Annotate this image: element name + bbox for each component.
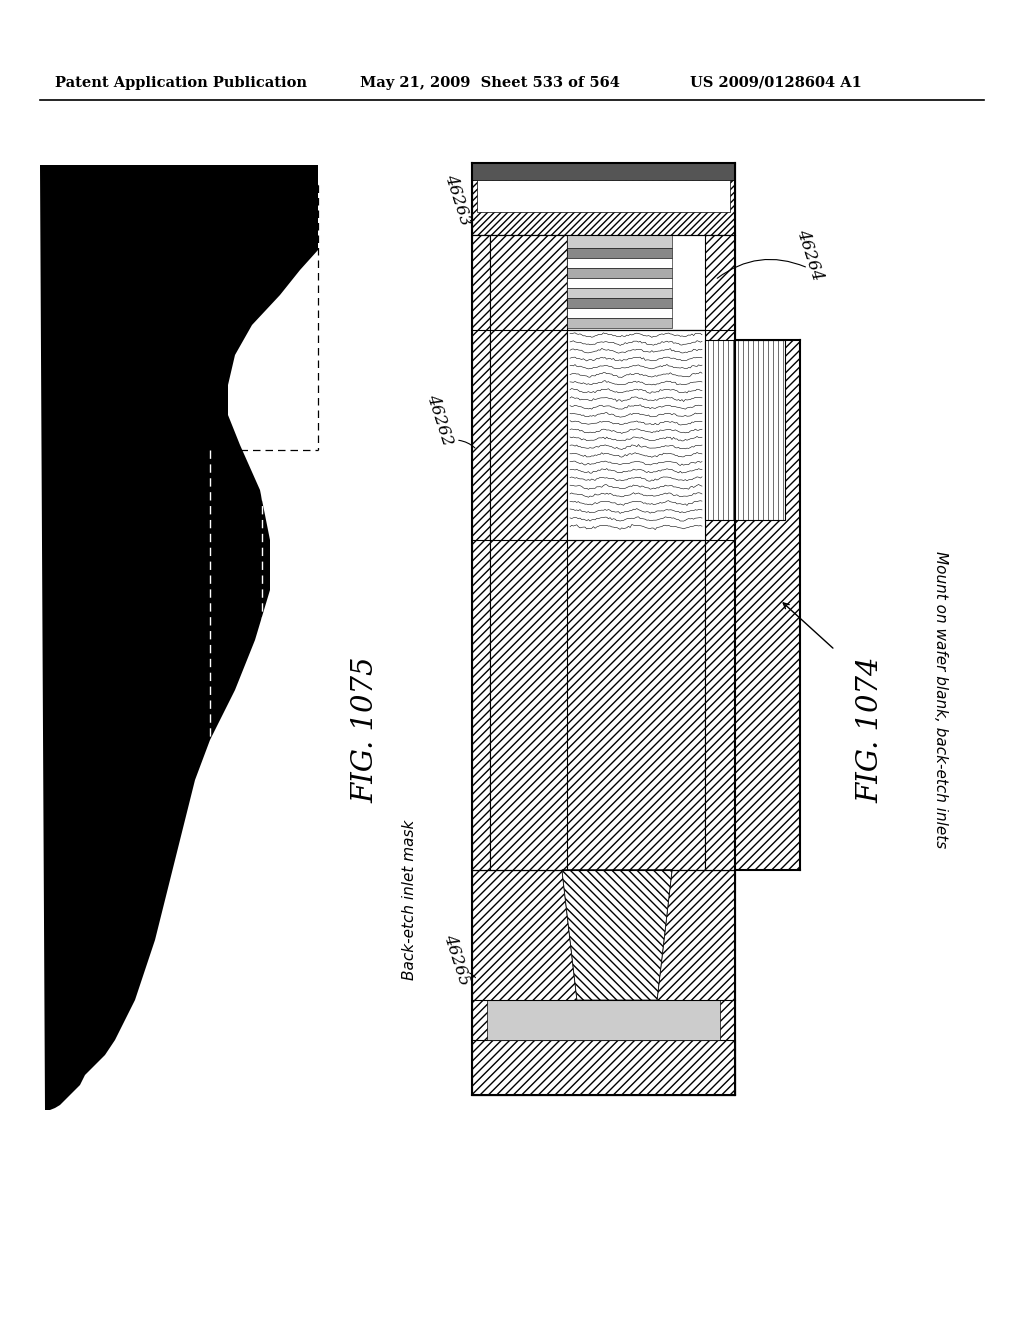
Bar bbox=[487, 1001, 720, 1040]
Bar bbox=[567, 268, 672, 279]
Bar bbox=[472, 162, 735, 235]
Bar bbox=[472, 162, 735, 180]
Bar bbox=[567, 318, 672, 327]
Text: 46265: 46265 bbox=[440, 932, 473, 987]
Bar bbox=[735, 341, 800, 870]
Text: Patent Application Publication: Patent Application Publication bbox=[55, 77, 307, 90]
Bar bbox=[705, 341, 785, 520]
Text: Back-etch inlet mask: Back-etch inlet mask bbox=[402, 820, 418, 981]
Bar bbox=[472, 235, 490, 870]
Polygon shape bbox=[562, 870, 672, 1001]
Bar bbox=[567, 330, 705, 540]
Text: FIG. 1075: FIG. 1075 bbox=[351, 657, 379, 804]
Text: Mount on wafer blank, back-etch inlets: Mount on wafer blank, back-etch inlets bbox=[933, 552, 947, 849]
Bar bbox=[472, 162, 735, 1096]
Bar bbox=[567, 298, 672, 308]
Polygon shape bbox=[562, 870, 672, 1001]
Text: 46262: 46262 bbox=[424, 392, 457, 447]
Bar bbox=[490, 330, 705, 870]
Text: 46263: 46263 bbox=[441, 172, 474, 228]
Polygon shape bbox=[40, 165, 318, 1110]
Text: May 21, 2009  Sheet 533 of 564: May 21, 2009 Sheet 533 of 564 bbox=[360, 77, 620, 90]
Text: 46264: 46264 bbox=[794, 227, 826, 282]
Bar bbox=[472, 870, 735, 1096]
Bar bbox=[567, 279, 672, 288]
Bar bbox=[567, 257, 672, 268]
Bar bbox=[567, 235, 672, 248]
Bar bbox=[472, 1040, 735, 1096]
Bar bbox=[490, 235, 567, 870]
Text: US 2009/0128604 A1: US 2009/0128604 A1 bbox=[690, 77, 862, 90]
Bar bbox=[477, 180, 730, 213]
Bar bbox=[567, 288, 672, 298]
Bar bbox=[567, 308, 672, 318]
Bar bbox=[705, 235, 735, 870]
Text: FIG. 1074: FIG. 1074 bbox=[856, 657, 884, 804]
Bar bbox=[567, 248, 672, 257]
